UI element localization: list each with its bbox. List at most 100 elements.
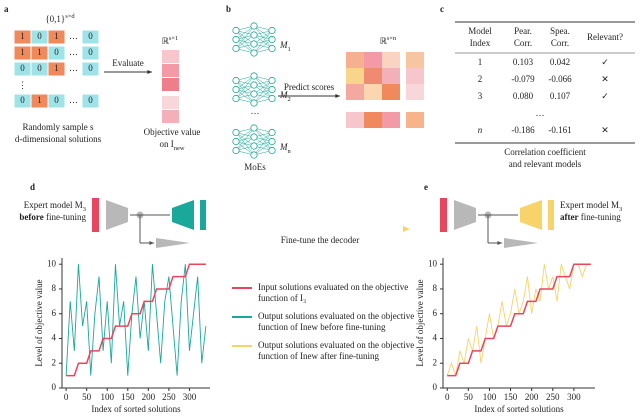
y-tick-label: 2 bbox=[52, 357, 57, 367]
panel-label: b bbox=[226, 4, 231, 14]
matrix-cell bbox=[47, 45, 66, 61]
dots: … bbox=[251, 106, 260, 116]
expert-label: M1 bbox=[279, 40, 291, 53]
table-cell: ✕ bbox=[601, 74, 609, 84]
x-tick-label: 0 bbox=[445, 392, 450, 402]
net-node bbox=[250, 151, 258, 159]
table-cell: -0.079 bbox=[511, 74, 535, 84]
table-header: Corr. bbox=[551, 38, 569, 48]
input-block bbox=[92, 198, 99, 232]
score-cell bbox=[364, 112, 382, 128]
net-node bbox=[268, 35, 276, 44]
text-part: 3 bbox=[83, 206, 86, 213]
net-node bbox=[268, 26, 276, 35]
matrix-value: 0 bbox=[88, 63, 93, 73]
expert-label: Mn bbox=[279, 142, 292, 155]
table-cell: 0.103 bbox=[513, 57, 534, 67]
matrix-cell bbox=[47, 93, 66, 109]
table-header: Pear. bbox=[514, 26, 532, 36]
net-edge bbox=[235, 25, 255, 40]
score-cell bbox=[406, 52, 424, 68]
text-part: ℝ bbox=[380, 36, 387, 46]
net-edge bbox=[253, 80, 273, 95]
arrow-head bbox=[335, 94, 340, 98]
net-edge bbox=[253, 80, 273, 104]
text-part: 1 bbox=[288, 46, 291, 53]
arrow-head bbox=[147, 70, 152, 74]
x-tick-label: 50 bbox=[464, 392, 474, 402]
table-cell: ✕ bbox=[601, 125, 609, 135]
score-cell bbox=[406, 84, 424, 100]
table-cell: -0.186 bbox=[511, 125, 535, 135]
matrix-value: 1 bbox=[37, 95, 42, 105]
text-part: s×1 bbox=[169, 35, 178, 42]
net-node bbox=[232, 35, 240, 44]
table-cell: ✓ bbox=[601, 57, 609, 67]
net-node bbox=[232, 44, 240, 53]
stage-label: after fine-tuning bbox=[560, 212, 621, 222]
legend-swatch bbox=[232, 287, 252, 289]
y-tick-label: 2 bbox=[433, 357, 438, 367]
net-node bbox=[250, 22, 258, 30]
table-header: Corr. bbox=[514, 38, 532, 48]
table-cell: ✓ bbox=[601, 91, 609, 101]
score-cell bbox=[382, 84, 400, 100]
score-cell bbox=[346, 84, 364, 100]
matrix-value: ⋮ bbox=[18, 80, 27, 90]
matrix-value: 0 bbox=[88, 47, 93, 57]
table-cell: -0.066 bbox=[548, 74, 572, 84]
expert-label: M2 bbox=[279, 90, 291, 103]
net-edge bbox=[253, 141, 273, 156]
matrix-value: … bbox=[69, 47, 78, 57]
decoder bbox=[520, 200, 542, 230]
text-part: {0,1} bbox=[45, 14, 65, 24]
score-cell bbox=[364, 52, 382, 68]
x-tick-label: 50 bbox=[82, 392, 92, 402]
net-node bbox=[250, 133, 258, 141]
net-node bbox=[250, 31, 258, 39]
score-cell bbox=[162, 64, 179, 77]
x-tick-label: 100 bbox=[483, 392, 497, 402]
net-node bbox=[250, 142, 258, 150]
matrix-cell bbox=[81, 93, 100, 109]
net-node bbox=[250, 49, 258, 57]
table-header: Index bbox=[470, 38, 491, 48]
net-node bbox=[268, 128, 276, 137]
net-node bbox=[232, 94, 240, 103]
net-edge bbox=[235, 75, 255, 99]
y-tick-label: 4 bbox=[52, 333, 57, 343]
net-node bbox=[268, 76, 276, 85]
score-cell bbox=[162, 50, 179, 63]
table-cell: 0.107 bbox=[550, 91, 571, 101]
arrow-head bbox=[149, 241, 154, 245]
score-cell bbox=[346, 68, 364, 84]
net-edge bbox=[253, 89, 273, 104]
head bbox=[504, 238, 538, 248]
matrix-value: … bbox=[69, 31, 78, 41]
output-label: on Inew bbox=[159, 139, 184, 152]
text-part: s×d bbox=[65, 13, 75, 20]
text-part: fine-tuning bbox=[44, 212, 87, 222]
net-node bbox=[232, 146, 240, 155]
y-tick-label: 0 bbox=[433, 382, 438, 392]
text-part: s×n bbox=[387, 35, 397, 42]
panel-label: a bbox=[4, 4, 9, 14]
table-cell: 3 bbox=[478, 91, 483, 101]
table-header: Spea. bbox=[550, 26, 570, 36]
table-header: Relevant? bbox=[587, 32, 623, 42]
score-cell bbox=[346, 112, 364, 128]
legend-item: Input solutions evaluated on the objecti… bbox=[232, 282, 420, 304]
score-cell bbox=[406, 68, 424, 84]
matrix-value: 0 bbox=[54, 95, 59, 105]
text-part: Expert model M bbox=[24, 200, 83, 210]
x-tick-label: 300 bbox=[183, 392, 197, 402]
y-tick-label: 0 bbox=[52, 382, 57, 392]
table-cell: 1 bbox=[478, 57, 483, 67]
score-cell bbox=[382, 68, 400, 84]
x-axis-title: Index of sorted solutions bbox=[474, 404, 564, 414]
text-part: M bbox=[279, 90, 288, 100]
y-tick-label: 8 bbox=[52, 283, 57, 293]
matrix-value: 1 bbox=[20, 31, 25, 41]
x-tick-label: 200 bbox=[525, 392, 539, 402]
